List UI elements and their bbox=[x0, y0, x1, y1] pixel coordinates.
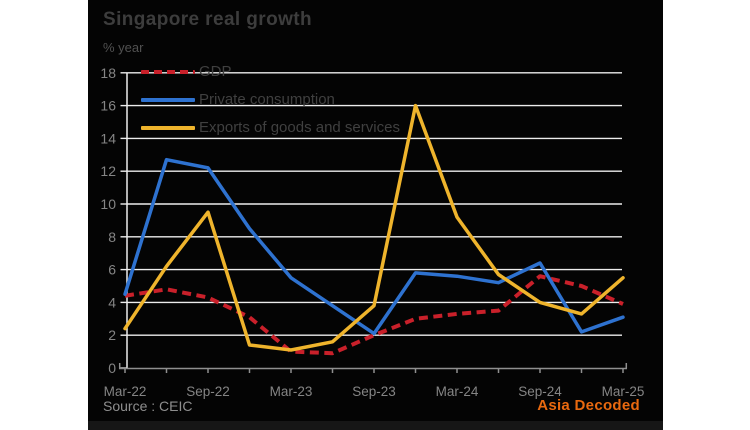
x-axis-tick-label: Mar-22 bbox=[104, 384, 147, 399]
y-axis-tick-label: 4 bbox=[108, 294, 116, 310]
y-axis-tick-label: 14 bbox=[100, 130, 116, 146]
x-axis-tick-label: Mar-25 bbox=[602, 384, 645, 399]
gdp-dashed-line-swatch bbox=[141, 70, 195, 74]
chart-title: Singapore real growth bbox=[103, 9, 312, 30]
series-line-private-consumption bbox=[123, 157, 625, 336]
y-axis-tick-label: 16 bbox=[100, 98, 116, 114]
y-axis-unit-label: % year bbox=[103, 40, 144, 55]
y-axis-tick-label: 2 bbox=[108, 327, 116, 343]
source-attribution: Source : CEIC bbox=[103, 398, 193, 414]
series-line-exports-of-goods-and-services bbox=[123, 103, 625, 352]
y-axis-tick-label: 10 bbox=[100, 196, 116, 212]
y-axis-tick-label: 0 bbox=[108, 360, 116, 376]
y-axis-tick-label: 6 bbox=[108, 262, 116, 278]
brand-watermark: Asia Decoded bbox=[537, 397, 640, 414]
panel-bottom-strip bbox=[88, 421, 663, 430]
x-axis-tick-label: Sep-24 bbox=[518, 384, 562, 399]
legend-label-private-consumption: Private consumption bbox=[199, 91, 335, 108]
x-axis-tick-label: Mar-24 bbox=[436, 384, 479, 399]
x-axis-tick-label: Sep-23 bbox=[352, 384, 396, 399]
x-axis-tick-label: Mar-23 bbox=[270, 384, 313, 399]
private-consumption-line-swatch bbox=[141, 98, 195, 102]
y-axis-tick-label: 8 bbox=[108, 229, 116, 245]
legend-label-gdp: GDP bbox=[199, 63, 232, 80]
y-axis-tick-label: 18 bbox=[100, 65, 116, 81]
y-axis-tick-label: 12 bbox=[100, 163, 116, 179]
series-line-gdp bbox=[124, 274, 624, 356]
exports-line-swatch bbox=[141, 126, 195, 130]
x-axis-tick-label: Sep-22 bbox=[186, 384, 230, 399]
legend-label-exports: Exports of goods and services bbox=[199, 119, 400, 136]
